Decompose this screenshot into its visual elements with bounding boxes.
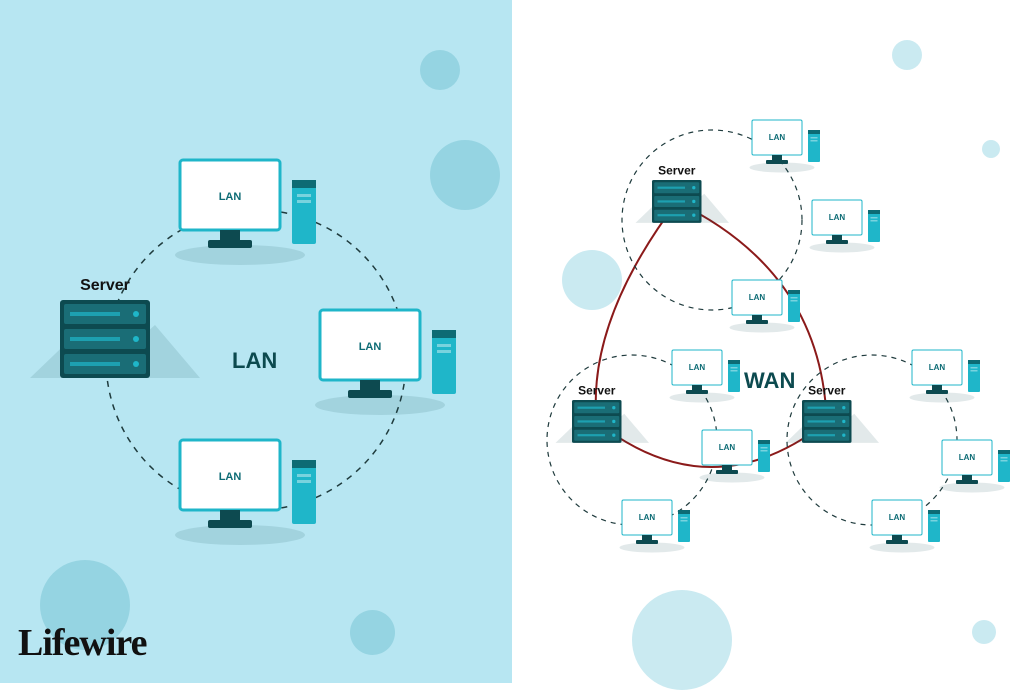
svg-text:Server: Server — [80, 277, 130, 294]
svg-text:LAN: LAN — [219, 191, 242, 203]
decorative-bubble — [632, 590, 732, 690]
svg-text:LAN: LAN — [929, 363, 946, 372]
svg-text:LAN: LAN — [829, 213, 846, 222]
svg-text:LAN: LAN — [959, 453, 976, 462]
lan-center-label: LAN — [232, 348, 277, 374]
svg-text:LAN: LAN — [689, 363, 706, 372]
svg-text:Server: Server — [658, 164, 696, 178]
svg-text:LAN: LAN — [719, 443, 736, 452]
wan-panel: Server Server Server LAN LAN LAN LAN LAN LAN LAN L… — [512, 0, 1024, 683]
decorative-bubble — [892, 40, 922, 70]
decorative-bubble — [982, 140, 1000, 158]
decorative-bubble — [972, 620, 996, 644]
decorative-bubble — [350, 610, 395, 655]
svg-text:LAN: LAN — [889, 513, 906, 522]
decorative-bubble — [562, 250, 622, 310]
decorative-bubble — [420, 50, 460, 90]
svg-text:LAN: LAN — [639, 513, 656, 522]
lan-panel: Server LAN LAN LAN LAN — [0, 0, 512, 683]
svg-text:LAN: LAN — [769, 133, 786, 142]
diagram-canvas: Server LAN LAN LAN LAN Server Server Server LA… — [0, 0, 1024, 683]
svg-text:Server: Server — [578, 384, 616, 398]
wan-center-label: WAN — [744, 368, 795, 394]
svg-text:LAN: LAN — [359, 341, 382, 353]
wan-svg: Server Server Server LAN LAN LAN LAN LAN LAN LAN L… — [512, 0, 1024, 683]
brand-logo: Lifewire — [18, 621, 146, 665]
decorative-bubble — [430, 140, 500, 210]
svg-text:LAN: LAN — [219, 471, 242, 483]
svg-text:LAN: LAN — [749, 293, 766, 302]
svg-text:Server: Server — [808, 384, 846, 398]
